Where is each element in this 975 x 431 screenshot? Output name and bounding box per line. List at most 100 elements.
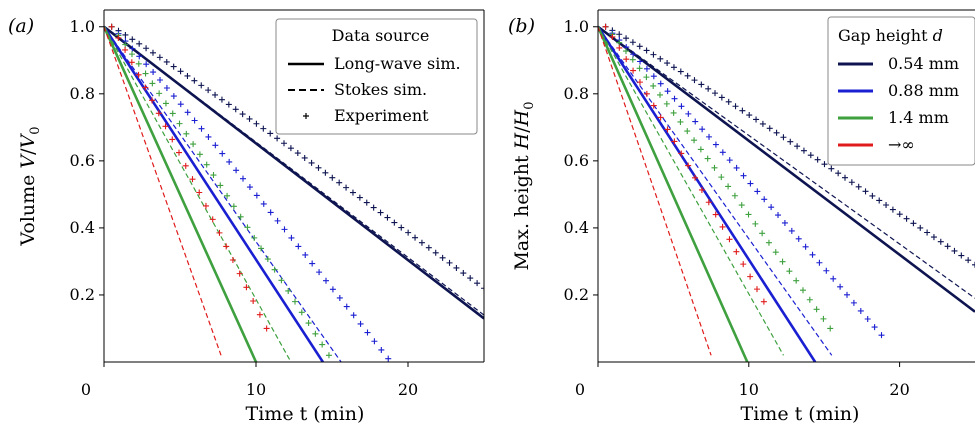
experiment-marker [802,243,809,250]
experiment-marker [671,95,678,102]
panel-a-label: (a) [8,15,34,37]
experiment-marker [924,229,931,236]
panel-a-x-axis-label: Time t (min) [246,403,365,425]
experiment-marker [930,234,937,241]
legend-b-title-symbol: d [933,26,943,45]
experiment-marker [937,238,944,245]
y-label-symbol: V [17,132,39,148]
experiment-marker [781,219,788,226]
experiment-marker [733,164,740,171]
experiment-marker [378,346,385,353]
experiment-marker [288,234,295,241]
experiment-marker [122,41,129,48]
experiment-marker [301,154,308,161]
experiment-marker [156,90,163,97]
y-axis-label-text: Volume V/V0 [17,126,43,246]
experiment-marker [753,116,760,123]
experiment-marker [830,275,837,282]
experiment-marker [219,150,226,157]
experiment-marker [793,277,800,284]
experiment-marker [657,91,664,98]
experiment-marker [765,239,772,246]
experiment-marker [205,133,212,140]
experiment-marker [752,220,759,227]
experiment-marker [827,325,834,332]
experiment-marker [691,137,698,144]
experiment-marker [809,251,816,258]
experiment-marker [142,70,149,77]
experiment-marker [210,172,217,179]
experiment-marker [162,123,169,130]
experiment-marker [678,150,685,157]
experiment-marker [271,266,278,273]
experiment-marker [176,149,183,156]
experiment-marker [637,58,644,65]
experiment-marker [889,206,896,213]
y-tick-label: 1.0 [70,17,95,36]
experiment-marker [184,109,191,116]
experiment-marker [246,115,253,122]
experiment-marker [726,157,733,164]
experiment-marker [294,150,301,157]
experiment-marker [128,59,135,66]
experiment-marker [657,114,664,121]
stokes-line [104,26,292,362]
longwave-line [104,26,258,362]
experiment-marker [772,249,779,256]
experiment-marker [336,179,343,186]
experiment-marker [143,61,150,68]
experiment-marker [671,138,678,145]
experiment-marker [256,311,263,318]
experiment-marker [745,211,752,218]
stokes-line [104,26,222,356]
experiment-marker [650,82,657,89]
experiment-marker [876,197,883,204]
experiment-marker [650,73,657,80]
panel-a: (a) Volume V/V0 Time t (min) 0.20.40.60.… [8,9,485,425]
experiment-marker [184,72,191,79]
experiment-marker [636,43,643,50]
experiment-marker [958,252,965,259]
experiment-marker [163,58,170,65]
experiment-marker [820,315,827,322]
experiment-marker [799,287,806,294]
experiment-marker [439,254,446,261]
y-label-subscript: 0 [522,101,537,109]
experiment-marker [196,189,203,196]
experiment-marker [629,39,636,46]
experiment-marker [157,76,164,83]
experiment-marker [481,285,484,292]
experiment-marker [775,212,782,219]
experiment-marker [704,155,711,162]
experiment-marker [223,243,230,250]
experiment-marker [684,72,691,79]
experiment-marker [253,192,260,199]
longwave-line [104,26,324,362]
experiment-marker [678,103,685,110]
experiment-marker [302,251,309,258]
experiment-marker [149,49,156,56]
panel-b-plot: 0.2 0.4 0.6 0.8 1.0 0 10 20 [564,9,975,399]
experiment-marker [162,100,169,107]
experiment-marker [209,216,216,223]
experiment-marker [298,309,305,316]
experiment-marker [244,224,251,231]
experiment-marker [664,60,671,67]
y-label-symbol: V [17,153,39,169]
experiment-marker [267,130,274,137]
experiment-marker [460,270,467,277]
experiment-marker [343,303,350,310]
y-tick-label: 0.4 [70,218,95,237]
experiment-marker [274,135,281,142]
legend-a-title: Data source [332,26,430,45]
experiment-marker [316,269,323,276]
experiment-marker [322,169,329,176]
experiment-marker [232,106,239,113]
x-tick-label: 0 [81,380,91,399]
experiment-marker [196,151,203,158]
experiment-marker [643,90,650,97]
experiment-marker [250,297,257,304]
experiment-marker [759,230,766,237]
experiment-marker [733,248,740,255]
experiment-marker [370,204,377,211]
